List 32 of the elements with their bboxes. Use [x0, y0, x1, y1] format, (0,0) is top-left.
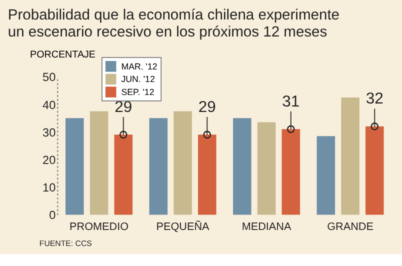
- bar: [174, 111, 192, 215]
- chart-title: Probabilidad que la economía chilena experimente un escenario recesivo en los próximos 12 meses: [8, 8, 340, 40]
- bar: [149, 118, 168, 215]
- bar: [341, 97, 360, 215]
- data-label: 31: [282, 94, 300, 111]
- legend-label: SEP. '12: [121, 86, 154, 97]
- bar: [316, 136, 336, 215]
- y-tick-label: 20: [42, 152, 56, 167]
- y-tick-label: 50: [42, 70, 56, 84]
- bar: [198, 134, 216, 215]
- bar: [66, 118, 84, 215]
- x-tick-label: MEDIANA: [242, 220, 292, 233]
- bar: [257, 122, 276, 215]
- data-label: 32: [366, 90, 384, 108]
- y-tick-label: 40: [42, 98, 56, 112]
- bar: [282, 129, 300, 215]
- bar: [90, 111, 108, 215]
- y-tick-label: 10: [42, 180, 56, 195]
- bar: [366, 126, 384, 215]
- bar: [233, 118, 252, 215]
- data-label: 29: [114, 99, 132, 116]
- y-tick-label: 30: [42, 125, 56, 140]
- x-tick-label: PEQUEÑA: [156, 220, 210, 233]
- legend-label: MAR. '12: [121, 61, 158, 72]
- x-tick-label: GRANDE: [327, 220, 374, 233]
- legend-label: JUN. '12: [121, 74, 155, 84]
- x-tick-label: PROMEDIO: [70, 220, 129, 233]
- data-label: 29: [198, 99, 216, 116]
- bar: [114, 134, 133, 215]
- y-tick-label: 0: [49, 208, 56, 222]
- y-axis-title: PORCENTAJE: [30, 50, 96, 61]
- source-note: FUENTE: CCS: [39, 239, 92, 248]
